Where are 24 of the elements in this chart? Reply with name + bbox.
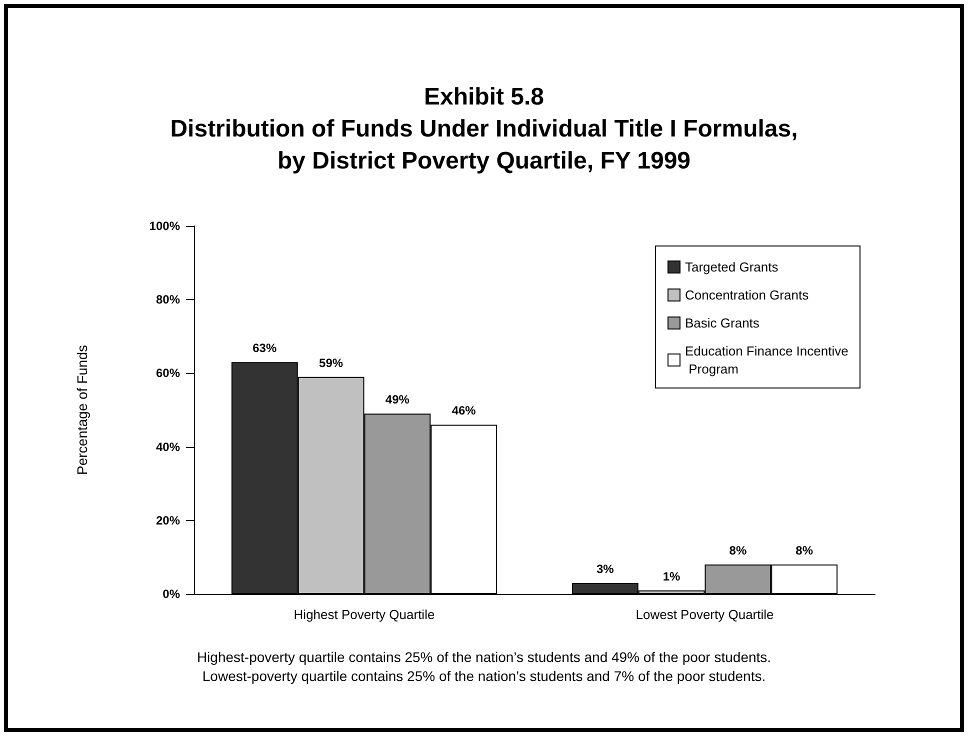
x-tick-label: Lowest Poverty Quartile bbox=[636, 607, 774, 622]
data-label: 59% bbox=[319, 356, 344, 370]
y-tick-label: 20% bbox=[156, 513, 180, 528]
data-label: 1% bbox=[662, 569, 681, 584]
legend-label: Education Finance Incentive Program bbox=[685, 344, 848, 376]
data-label: 3% bbox=[596, 562, 614, 576]
y-tick-label: 40% bbox=[156, 440, 180, 454]
x-tick-label: Highest Poverty Quartile bbox=[294, 607, 435, 622]
text: Lowest-poverty quartile contains 25% of the nation’s students and 7% of the poor students. bbox=[201, 667, 767, 686]
data-label: 49% bbox=[385, 392, 410, 407]
data-label: 8% bbox=[729, 544, 747, 558]
data-label: 63% bbox=[252, 341, 277, 356]
legend-label: Concentration Grants bbox=[685, 288, 810, 302]
y-tick-label: 60% bbox=[156, 366, 180, 380]
data-label: 8% bbox=[796, 544, 814, 558]
legend-label: Targeted Grants bbox=[685, 260, 779, 274]
legend-label: Basic Grants bbox=[685, 316, 760, 330]
text: Highest-poverty quartile contains 25% of the nation’s students and 49% of the poor students. bbox=[196, 648, 772, 667]
y-tick-label: 80% bbox=[156, 292, 180, 307]
chart-title: Exhibit 5.8 Distribution of Funds Under Individual Title I Formulas, by District Poverty Quartile, FY 1999 bbox=[170, 84, 798, 174]
y-axis-title: Percentage of Funds bbox=[74, 345, 90, 475]
data-label: 46% bbox=[452, 404, 476, 418]
y-tick-label: 100% bbox=[149, 219, 180, 233]
y-tick-label: 0% bbox=[162, 587, 180, 601]
